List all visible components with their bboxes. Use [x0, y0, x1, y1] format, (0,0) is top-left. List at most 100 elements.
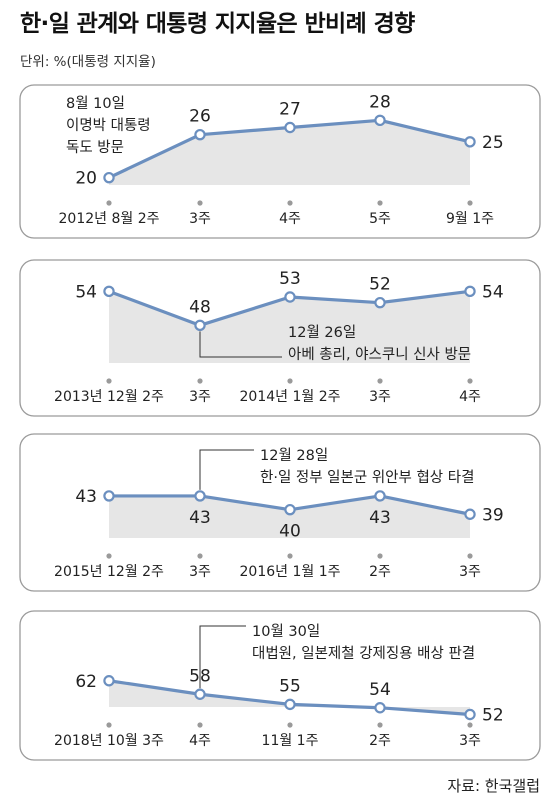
- data-label: 25: [482, 133, 504, 153]
- annotation-text: 한·일 정부 일본군 위안부 협상 타결: [260, 469, 474, 486]
- annotation-leader: [199, 625, 246, 689]
- x-tick-label: 3주: [459, 564, 481, 580]
- plot-area-3: [109, 495, 470, 538]
- data-label: 53: [279, 269, 301, 289]
- data-label: 26: [189, 107, 211, 127]
- x-tick-dot: [287, 378, 293, 384]
- data-label: 48: [189, 297, 211, 317]
- x-tick-label: 3주: [189, 211, 211, 227]
- data-point: [284, 121, 296, 134]
- data-label: 43: [369, 508, 391, 528]
- data-point: [103, 285, 115, 298]
- x-tick-dot: [377, 378, 383, 384]
- x-tick-dot: [467, 200, 473, 206]
- data-label: 43: [189, 508, 211, 528]
- data-label: 28: [369, 92, 391, 112]
- x-tick-label: 3주: [459, 733, 481, 749]
- x-tick-dot: [197, 553, 203, 559]
- data-point: [464, 508, 476, 520]
- x-tick-dot: [377, 553, 383, 559]
- unit-label: 단위: %(대통령 지지율): [20, 54, 156, 70]
- data-label: 40: [279, 522, 301, 542]
- data-point: [194, 688, 206, 700]
- x-tick-label: 2014년 1월 2주: [240, 389, 341, 405]
- data-label: 20: [75, 169, 97, 189]
- chart-panel-4: [19, 610, 541, 761]
- annotation-text: 아베 총리, 야스쿠니 신사 방문: [288, 346, 471, 363]
- x-tick-dot: [467, 553, 473, 559]
- x-tick-dot: [106, 553, 112, 559]
- annotation-text: 대법원, 일본제철 강제징용 배상 판결: [252, 645, 475, 662]
- data-point: [374, 490, 386, 502]
- x-tick-dot: [377, 200, 383, 206]
- data-point: [103, 171, 115, 184]
- x-tick-dot: [467, 378, 473, 384]
- data-label: 55: [279, 676, 301, 696]
- data-point: [464, 708, 476, 721]
- data-point: [194, 490, 206, 502]
- data-point: [464, 136, 476, 148]
- data-label: 43: [75, 487, 97, 507]
- data-point: [374, 702, 386, 714]
- annotation-text: 12월 28일: [260, 447, 328, 464]
- data-label: 27: [279, 100, 301, 120]
- data-label: 54: [75, 282, 97, 302]
- annotation-text: 8월 10일: [66, 95, 125, 112]
- x-tick-label: 3주: [369, 389, 391, 405]
- source-label: 자료: 한국갤럽: [447, 777, 540, 795]
- annotation-text: 이명박 대통령: [66, 117, 151, 134]
- x-tick-dot: [287, 200, 293, 206]
- x-tick-label: 4주: [279, 211, 301, 227]
- x-tick-label: 2012년 8월 2주: [59, 211, 160, 227]
- plot-area-2: [109, 291, 470, 363]
- x-tick-label: 2018년 10월 3주: [54, 733, 164, 749]
- x-tick-dot: [197, 200, 203, 206]
- x-tick-label: 3주: [189, 564, 211, 580]
- x-tick-label: 5주: [369, 211, 391, 227]
- x-tick-label: 2013년 12월 2주: [54, 389, 164, 405]
- annotation-text: 10월 30일: [252, 623, 320, 640]
- x-tick-label: 2016년 1월 1주: [240, 564, 341, 580]
- x-tick-dot: [467, 722, 473, 728]
- x-tick-label: 9월 1주: [446, 211, 494, 227]
- x-tick-label: 2015년 12월 2주: [54, 564, 164, 580]
- x-tick-label: 3주: [189, 389, 211, 405]
- x-tick-label: 2주: [369, 733, 391, 749]
- data-point: [284, 503, 296, 516]
- x-tick-label: 4주: [189, 733, 211, 749]
- x-tick-dot: [287, 722, 293, 728]
- data-point: [374, 114, 386, 127]
- x-tick-dot: [197, 378, 203, 384]
- annotation-text: 독도 방문: [66, 139, 124, 156]
- plot-area-4: [109, 680, 470, 715]
- data-label: 62: [75, 672, 97, 692]
- data-point: [284, 291, 296, 303]
- x-tick-label: 2주: [369, 564, 391, 580]
- chart-title: 한·일 관계와 대통령 지지율은 반비례 경향: [20, 11, 415, 37]
- data-point: [374, 296, 386, 309]
- x-tick-dot: [106, 200, 112, 206]
- data-point: [464, 285, 476, 298]
- data-label: 52: [482, 706, 504, 726]
- x-tick-dot: [106, 378, 112, 384]
- x-tick-dot: [377, 722, 383, 728]
- data-point: [103, 490, 115, 502]
- annotation-text: 12월 26일: [288, 324, 356, 341]
- annotation-leader: [199, 331, 282, 358]
- data-point: [284, 698, 296, 711]
- x-tick-dot: [287, 553, 293, 559]
- annotation-leader: [199, 449, 254, 490]
- data-label: 58: [189, 666, 211, 686]
- x-tick-label: 11월 1주: [262, 733, 319, 749]
- data-label: 39: [482, 505, 504, 525]
- data-label: 54: [482, 282, 504, 302]
- data-point: [194, 128, 206, 141]
- data-point: [103, 675, 115, 687]
- data-label: 54: [369, 680, 391, 700]
- x-tick-label: 4주: [459, 389, 481, 405]
- data-label: 52: [369, 275, 391, 295]
- x-tick-dot: [197, 722, 203, 728]
- data-point: [194, 319, 206, 332]
- x-tick-dot: [106, 722, 112, 728]
